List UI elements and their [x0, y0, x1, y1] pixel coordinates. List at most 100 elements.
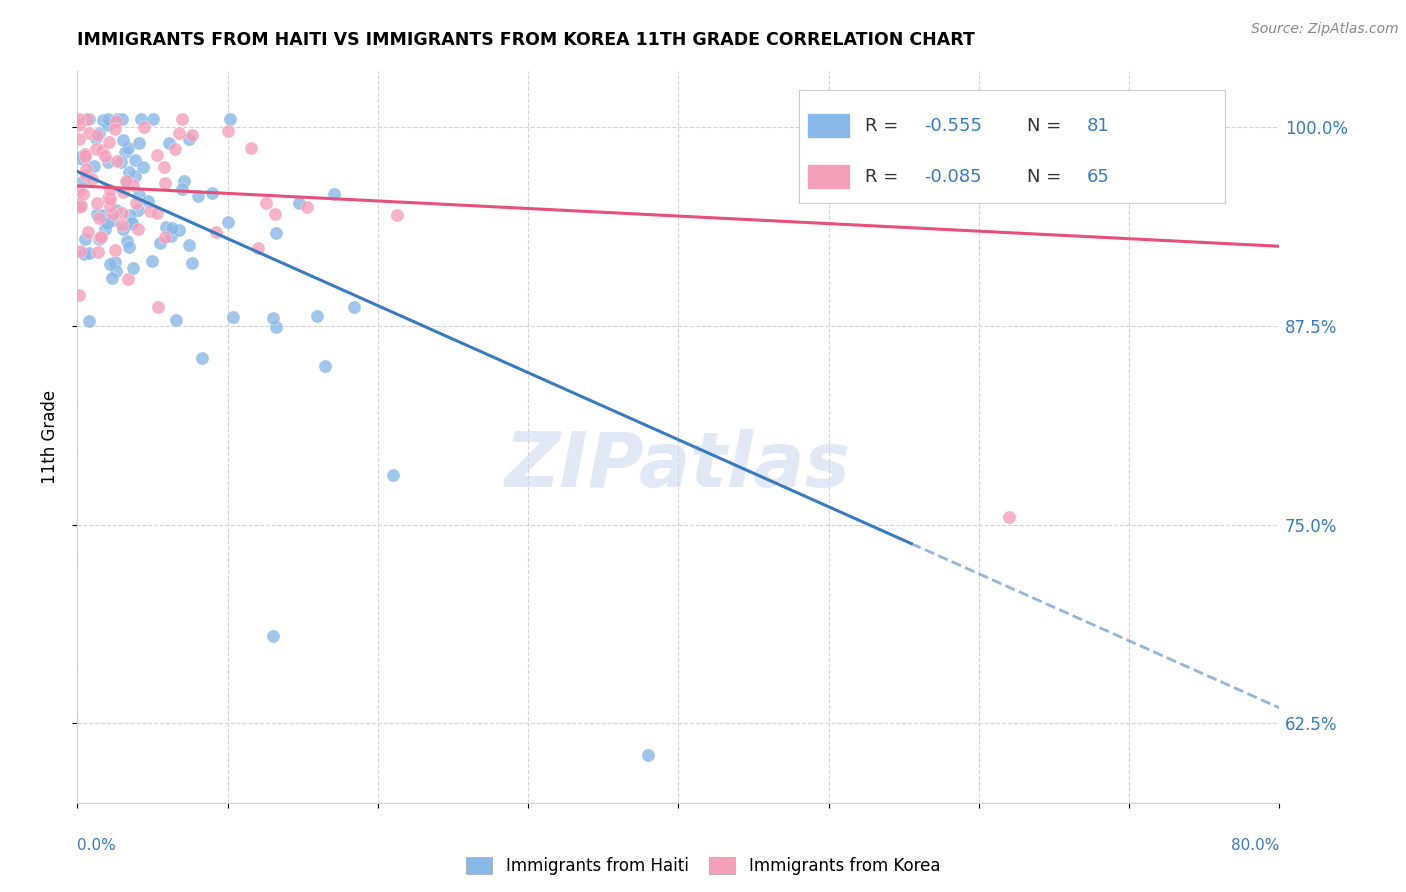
- Point: [111, 112, 134, 126]
- Point: [84, 142, 107, 156]
- Point: [93, 208, 115, 222]
- Point: [114, 173, 136, 187]
- Point: [104, 243, 127, 257]
- Point: [165, 142, 187, 156]
- Point: [343, 300, 366, 314]
- Point: [76, 225, 98, 239]
- Point: [181, 256, 204, 270]
- Text: 81: 81: [1087, 117, 1109, 135]
- Point: [314, 359, 336, 373]
- Point: [105, 112, 128, 126]
- Point: [295, 200, 318, 214]
- Point: [72, 152, 94, 166]
- Point: [222, 310, 245, 324]
- Point: [169, 223, 191, 237]
- Point: [67, 112, 90, 126]
- Point: [90, 230, 112, 244]
- Point: [104, 114, 127, 128]
- Point: [125, 196, 148, 211]
- Bar: [807, 113, 849, 138]
- Text: Source: ZipAtlas.com: Source: ZipAtlas.com: [1251, 22, 1399, 37]
- Point: [114, 145, 136, 159]
- Point: [72, 174, 94, 188]
- Point: [67, 118, 90, 132]
- Point: [134, 120, 156, 135]
- Point: [67, 200, 90, 214]
- Point: [181, 128, 204, 143]
- Point: [112, 222, 135, 236]
- Point: [104, 255, 127, 269]
- Point: [263, 207, 285, 221]
- Point: [162, 221, 184, 235]
- Point: [97, 112, 120, 126]
- Point: [69, 152, 91, 166]
- Text: ZIPatlas: ZIPatlas: [505, 429, 852, 503]
- Point: [104, 121, 127, 136]
- Point: [105, 153, 128, 168]
- Legend: Immigrants from Haiti, Immigrants from Korea: Immigrants from Haiti, Immigrants from K…: [465, 856, 941, 875]
- Point: [128, 202, 150, 217]
- Point: [101, 271, 124, 285]
- Point: [122, 260, 145, 275]
- Point: [79, 246, 101, 260]
- Point: [103, 207, 125, 221]
- Point: [104, 202, 127, 217]
- Text: -0.555: -0.555: [925, 117, 983, 135]
- Point: [127, 222, 149, 236]
- Point: [75, 162, 97, 177]
- Point: [117, 271, 139, 285]
- Point: [145, 206, 167, 220]
- Point: [117, 141, 139, 155]
- Point: [90, 143, 112, 157]
- Point: [165, 313, 187, 327]
- Point: [86, 128, 108, 142]
- Point: [86, 206, 108, 220]
- Point: [69, 199, 91, 213]
- Point: [91, 113, 114, 128]
- Point: [94, 149, 117, 163]
- Point: [139, 203, 162, 218]
- Point: [148, 300, 170, 314]
- Point: [75, 169, 97, 183]
- Point: [118, 165, 141, 179]
- Point: [115, 234, 138, 248]
- Point: [67, 288, 90, 302]
- Point: [83, 159, 105, 173]
- Text: IMMIGRANTS FROM HAITI VS IMMIGRANTS FROM KOREA 11TH GRADE CORRELATION CHART: IMMIGRANTS FROM HAITI VS IMMIGRANTS FROM…: [77, 31, 976, 49]
- Point: [307, 309, 329, 323]
- Point: [124, 169, 146, 183]
- Point: [98, 257, 121, 271]
- Point: [72, 186, 94, 201]
- Point: [160, 229, 183, 244]
- Point: [118, 240, 141, 254]
- Point: [287, 196, 309, 211]
- Point: [217, 215, 239, 229]
- Bar: [807, 164, 849, 189]
- Point: [381, 468, 404, 483]
- Text: 80.0%: 80.0%: [1232, 838, 1279, 853]
- Point: [115, 174, 138, 188]
- Point: [246, 241, 269, 255]
- Point: [77, 314, 100, 328]
- Point: [111, 218, 134, 232]
- Point: [264, 226, 287, 240]
- Point: [323, 186, 346, 201]
- Point: [94, 221, 117, 235]
- Point: [98, 199, 121, 213]
- Point: [77, 112, 100, 126]
- Point: [70, 148, 93, 162]
- Point: [128, 188, 150, 202]
- Point: [179, 238, 201, 252]
- Point: [120, 208, 142, 222]
- Point: [69, 132, 91, 146]
- Text: R =: R =: [865, 168, 904, 186]
- Point: [136, 194, 159, 208]
- Point: [73, 247, 96, 261]
- Point: [153, 230, 176, 244]
- Point: [110, 205, 132, 219]
- Point: [89, 232, 111, 246]
- Point: [97, 155, 120, 169]
- Point: [205, 225, 228, 239]
- Point: [69, 196, 91, 211]
- Point: [167, 127, 190, 141]
